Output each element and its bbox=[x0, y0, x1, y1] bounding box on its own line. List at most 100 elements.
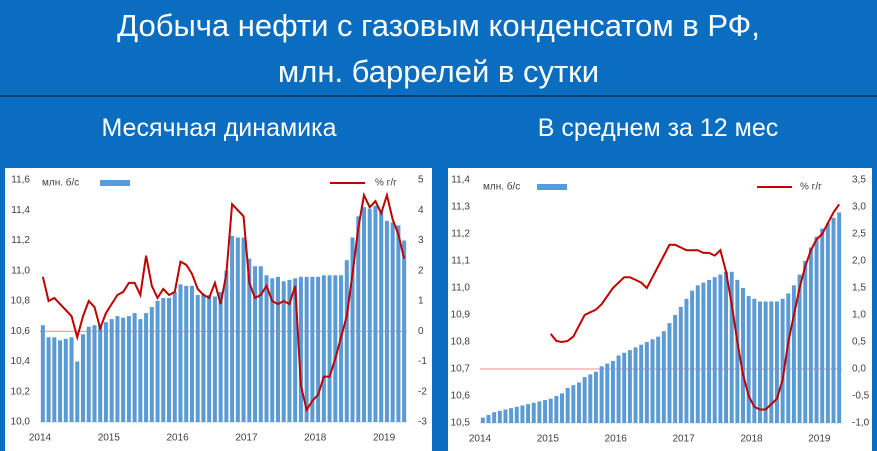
bar bbox=[218, 291, 223, 422]
bar bbox=[741, 288, 745, 423]
bar bbox=[58, 340, 63, 422]
x-tick-label: 2017 bbox=[235, 433, 258, 444]
bar bbox=[633, 347, 638, 423]
bar bbox=[81, 334, 86, 422]
bar bbox=[791, 285, 796, 423]
bar bbox=[379, 210, 384, 422]
bar bbox=[361, 207, 366, 422]
x-tick-label: 2016 bbox=[605, 434, 628, 445]
bar bbox=[814, 236, 819, 423]
y-tick-label: 11,2 bbox=[451, 229, 470, 240]
bar bbox=[497, 410, 502, 423]
bar bbox=[644, 342, 649, 423]
title: Добыча нефти с газовым конденсатом в РФ, bbox=[117, 8, 760, 43]
legend-label: % г/г bbox=[375, 178, 397, 189]
bar bbox=[480, 417, 485, 423]
divider bbox=[0, 95, 877, 97]
y2-tick-label: -3 bbox=[418, 417, 427, 428]
y-tick-label: 10,4 bbox=[11, 356, 31, 367]
bar bbox=[831, 217, 836, 423]
y-tick-label: 11,3 bbox=[451, 202, 470, 213]
bar bbox=[207, 294, 212, 422]
y-tick-label: 10,5 bbox=[451, 418, 471, 429]
bar bbox=[486, 414, 491, 423]
legend-swatch bbox=[537, 184, 567, 190]
subtitle: В среднем за 12 мес bbox=[537, 114, 779, 142]
y2-tick-label: 1 bbox=[418, 296, 424, 307]
bar bbox=[258, 266, 263, 422]
y2-tick-label: -1 bbox=[418, 356, 427, 367]
subtitle: Месячная динамика bbox=[101, 114, 337, 142]
bar bbox=[616, 355, 621, 423]
bar bbox=[270, 278, 275, 422]
bar bbox=[610, 360, 615, 423]
bar bbox=[678, 306, 683, 423]
bar bbox=[390, 222, 395, 422]
bar bbox=[701, 282, 706, 423]
bar bbox=[808, 247, 813, 423]
bar bbox=[247, 258, 252, 422]
bar bbox=[384, 220, 389, 422]
bar bbox=[718, 274, 723, 423]
y2-tick-label: -1,0 bbox=[852, 418, 870, 429]
bar bbox=[321, 275, 326, 422]
bar bbox=[138, 319, 143, 422]
x-tick-label: 2014 bbox=[29, 433, 52, 444]
x-tick-label: 2014 bbox=[469, 434, 492, 445]
y2-tick-label: 5 bbox=[418, 175, 424, 186]
bar bbox=[241, 237, 246, 422]
y-tick-label: 11,0 bbox=[11, 265, 30, 276]
bar bbox=[201, 293, 206, 422]
bar bbox=[161, 297, 166, 422]
bar bbox=[327, 275, 332, 422]
bar bbox=[396, 225, 401, 422]
bar bbox=[639, 344, 644, 423]
bar bbox=[287, 279, 292, 422]
x-tick-label: 2017 bbox=[673, 434, 696, 445]
bar bbox=[531, 402, 536, 423]
y-tick-label: 11,1 bbox=[451, 256, 470, 267]
bar bbox=[253, 266, 258, 422]
y-tick-label: 10,8 bbox=[11, 296, 31, 307]
y2-tick-label: 3,0 bbox=[852, 202, 866, 213]
bar bbox=[593, 371, 598, 423]
y2-tick-label: -2 bbox=[418, 386, 427, 397]
bar bbox=[752, 298, 757, 423]
bar bbox=[509, 408, 514, 423]
y2-tick-label: 4 bbox=[418, 205, 424, 216]
bar bbox=[780, 298, 785, 423]
bar bbox=[350, 237, 355, 422]
bar bbox=[402, 240, 407, 422]
bar bbox=[304, 276, 309, 422]
x-tick-label: 2015 bbox=[98, 433, 121, 444]
bar bbox=[797, 274, 802, 423]
bar bbox=[650, 339, 655, 423]
y-tick-label: 11,4 bbox=[451, 175, 470, 186]
bar bbox=[189, 285, 194, 422]
bar bbox=[149, 307, 154, 422]
bar bbox=[577, 382, 581, 423]
bar bbox=[774, 301, 779, 423]
bar bbox=[132, 313, 137, 422]
x-tick-label: 2018 bbox=[740, 434, 763, 445]
bar bbox=[115, 316, 120, 422]
bar bbox=[492, 412, 497, 423]
y-tick-label: 10,8 bbox=[451, 337, 471, 348]
bar bbox=[155, 301, 160, 422]
bar bbox=[293, 278, 298, 422]
legend-swatch bbox=[100, 180, 130, 186]
y-tick-label: 11,4 bbox=[11, 205, 30, 216]
y2-tick-label: 1,5 bbox=[852, 283, 866, 294]
bar bbox=[235, 237, 240, 422]
bar bbox=[92, 325, 97, 422]
y-tick-label: 10,7 bbox=[451, 364, 471, 375]
bar bbox=[121, 317, 126, 422]
bar bbox=[690, 290, 695, 423]
y2-tick-label: 1,0 bbox=[852, 310, 866, 321]
y-tick-label: 11,0 bbox=[451, 283, 470, 294]
bar bbox=[40, 325, 45, 422]
bar bbox=[548, 398, 553, 423]
x-tick-label: 2019 bbox=[373, 433, 396, 444]
bar bbox=[673, 315, 678, 423]
